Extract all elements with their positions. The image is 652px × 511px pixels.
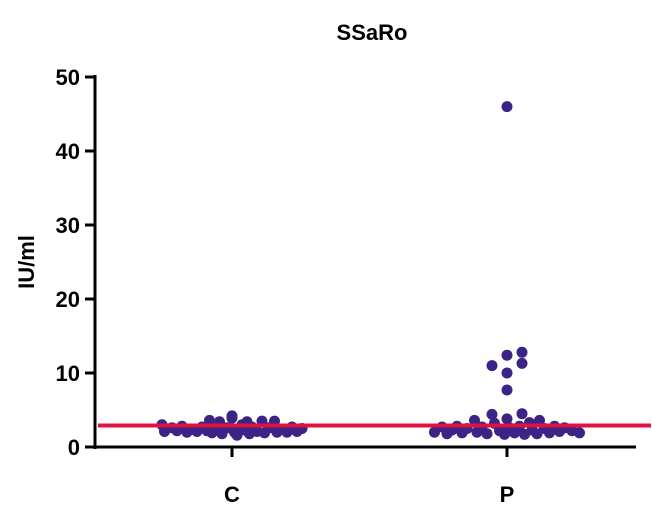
data-point-C xyxy=(204,414,215,426)
data-point-P xyxy=(501,384,513,396)
data-point-P xyxy=(516,357,528,369)
data-point-P xyxy=(501,367,513,379)
y-tick-label: 50 xyxy=(56,65,80,90)
axes: 0 10 20 30 40 50 C P xyxy=(56,65,636,507)
y-axis-label: IU/ml xyxy=(14,235,39,289)
data-point-P xyxy=(516,408,528,420)
data-point-P xyxy=(516,346,528,358)
data-point-P xyxy=(486,360,498,372)
data-points xyxy=(156,101,585,441)
y-tick-label: 0 xyxy=(68,435,80,460)
y-tick-label: 10 xyxy=(56,361,80,386)
data-point-P xyxy=(481,428,493,440)
data-point-C xyxy=(226,410,238,422)
y-tick-label: 40 xyxy=(56,139,80,164)
chart-title: SSaRo xyxy=(337,20,408,45)
x-tick-label: C xyxy=(224,482,240,506)
data-point-P xyxy=(501,349,513,361)
y-tick-label: 30 xyxy=(56,213,80,238)
data-point-P xyxy=(469,414,480,426)
y-tick-label: 20 xyxy=(56,287,80,312)
data-point-P xyxy=(534,414,545,426)
x-tick-label: P xyxy=(500,482,515,506)
data-point-P xyxy=(501,413,513,425)
data-point-P xyxy=(574,427,585,439)
data-point-P xyxy=(486,408,498,420)
data-point-P xyxy=(501,101,513,113)
